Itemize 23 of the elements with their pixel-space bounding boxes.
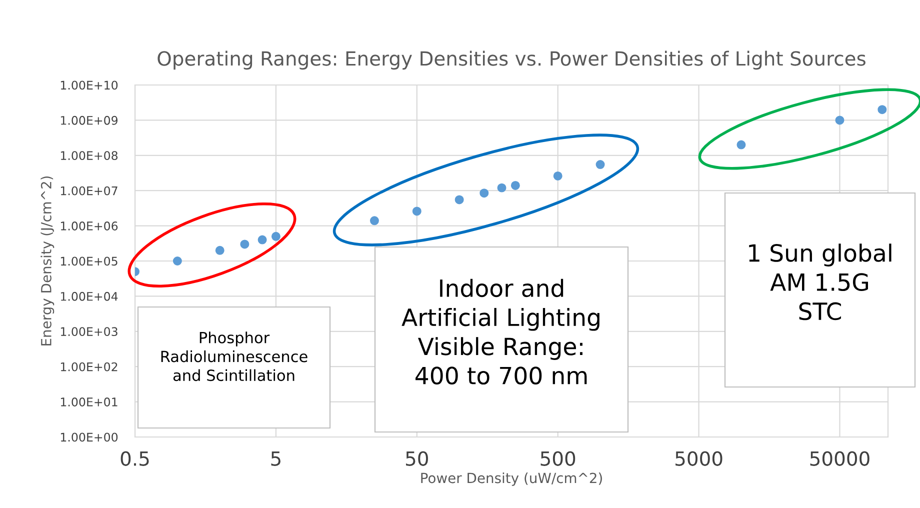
y-tick-label: 1.00E+08 bbox=[60, 151, 118, 160]
y-tick-label: 1.00E+06 bbox=[60, 222, 118, 230]
annotation: Indoor and Artificial Lighting Visible Range: 400 to 700 nm bbox=[402, 278, 600, 384]
annotation: 1 Sun global AM 1.5G STC bbox=[749, 244, 892, 320]
x-tick-label: 500 bbox=[540, 451, 576, 466]
y-axis-title: Energy Density (J/cm^2) bbox=[40, 176, 54, 346]
x-axis-title: Power Density (uW/cm^2) bbox=[421, 472, 602, 486]
x-tick-label: 50000 bbox=[810, 451, 870, 466]
y-tick-label: 1.00E+00 bbox=[60, 432, 118, 442]
y-tick-label: 1.00E+05 bbox=[60, 256, 118, 266]
y-tick-label: 1.00E+03 bbox=[60, 327, 118, 336]
x-tick-label: 5 bbox=[271, 451, 280, 466]
chart-title: Operating Ranges: Energy Densities vs. Power Densities of Light Sources bbox=[158, 50, 866, 70]
annotation: Phosphor Radioluminescence and Scintillation bbox=[161, 332, 308, 382]
x-tick-label: 50 bbox=[406, 451, 428, 466]
x-tick-label: 5000 bbox=[676, 451, 722, 466]
y-tick-label: 1.00E+02 bbox=[60, 362, 118, 372]
y-tick-label: 1.00E+10 bbox=[60, 80, 118, 90]
x-tick-label: 0.5 bbox=[120, 451, 149, 466]
y-tick-label: 1.00E+09 bbox=[60, 116, 118, 125]
y-tick-label: 1.00E+07 bbox=[60, 186, 118, 196]
y-tick-label: 1.00E+01 bbox=[60, 398, 118, 406]
y-tick-label: 1.00E+04 bbox=[60, 292, 118, 301]
